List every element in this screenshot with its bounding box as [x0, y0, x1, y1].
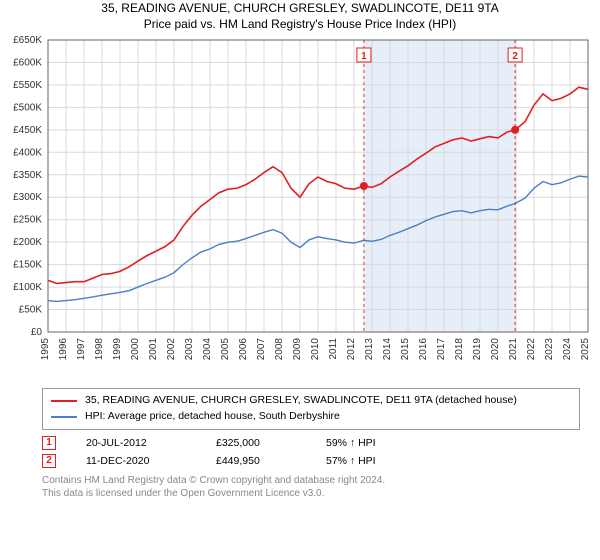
x-tick-label: 2005 — [220, 338, 231, 361]
x-tick-label: 2015 — [400, 338, 411, 361]
legend-row: HPI: Average price, detached house, Sout… — [51, 409, 571, 425]
x-tick-label: 2001 — [148, 338, 159, 361]
legend: 35, READING AVENUE, CHURCH GRESLEY, SWAD… — [42, 388, 580, 430]
y-tick-label: £250K — [13, 215, 42, 226]
legend-swatch — [51, 400, 77, 402]
y-tick-label: £350K — [13, 170, 42, 181]
x-tick-label: 2002 — [166, 338, 177, 361]
sale-price: £325,000 — [216, 437, 296, 449]
y-tick-label: £650K — [13, 35, 42, 46]
x-tick-label: 2017 — [436, 338, 447, 361]
x-tick-label: 2023 — [544, 338, 555, 361]
x-tick-label: 2018 — [454, 338, 465, 361]
footer-line-1: Contains HM Land Registry data © Crown c… — [42, 474, 580, 487]
title-line-2: Price paid vs. HM Land Registry's House … — [0, 16, 600, 32]
x-tick-label: 2003 — [184, 338, 195, 361]
y-tick-label: £50K — [19, 305, 43, 316]
legend-label: HPI: Average price, detached house, Sout… — [85, 409, 340, 425]
x-tick-label: 2008 — [274, 338, 285, 361]
x-tick-label: 1999 — [112, 338, 123, 361]
chart-svg: £0 £50K £100K £150K £200K £250K £300K £350K £400… — [0, 32, 600, 382]
footer-line-2: This data is licensed under the Open Gov… — [42, 487, 580, 500]
y-tick-label: £300K — [13, 193, 42, 204]
sales-row: 2 11-DEC-2020 £449,950 57% ↑ HPI — [42, 452, 580, 470]
x-tick-label: 1997 — [76, 338, 87, 361]
y-tick-label: £150K — [13, 260, 42, 271]
x-tick-label: 2012 — [346, 338, 357, 361]
legend-label: 35, READING AVENUE, CHURCH GRESLEY, SWAD… — [85, 393, 517, 409]
y-tick-label: £600K — [13, 58, 42, 69]
x-tick-label: 2019 — [472, 338, 483, 361]
x-tick-label: 2010 — [310, 338, 321, 361]
x-tick-label: 1996 — [58, 338, 69, 361]
y-tick-label: £0 — [31, 327, 43, 338]
sale-dot — [360, 182, 368, 190]
x-tick-label: 2007 — [256, 338, 267, 361]
sales-table: 1 20-JUL-2012 £325,000 59% ↑ HPI 2 11-DEC-202… — [42, 434, 580, 470]
y-tick-label: £450K — [13, 125, 42, 136]
sale-date: 20-JUL-2012 — [86, 437, 186, 449]
sale-marker: 1 — [42, 436, 56, 450]
x-tick-label: 2006 — [238, 338, 249, 361]
x-tick-label: 2009 — [292, 338, 303, 361]
footer-note: Contains HM Land Registry data © Crown c… — [42, 474, 580, 500]
sale-marker: 2 — [42, 454, 56, 468]
x-tick-label: 2011 — [328, 338, 339, 360]
x-tick-label: 1998 — [94, 338, 105, 361]
x-tick-label: 2022 — [526, 338, 537, 361]
sale-diff: 57% ↑ HPI — [326, 455, 376, 467]
y-tick-label: £400K — [13, 148, 42, 159]
x-tick-label: 2013 — [364, 338, 375, 361]
y-tick-label: £200K — [13, 238, 42, 249]
legend-swatch — [51, 416, 77, 418]
sale-flag-label: 2 — [512, 51, 518, 62]
x-tick-label: 2004 — [202, 338, 213, 361]
y-tick-label: £100K — [13, 282, 42, 293]
x-tick-label: 2025 — [580, 338, 591, 361]
legend-row: 35, READING AVENUE, CHURCH GRESLEY, SWAD… — [51, 393, 571, 409]
price-chart: £0 £50K £100K £150K £200K £250K £300K £350K £400… — [0, 32, 600, 382]
x-tick-label: 2016 — [418, 338, 429, 361]
x-tick-label: 2024 — [562, 338, 573, 361]
sale-flag-label: 1 — [361, 51, 367, 62]
title-line-1: 35, READING AVENUE, CHURCH GRESLEY, SWAD… — [0, 0, 600, 16]
x-tick-label: 2021 — [508, 338, 519, 361]
y-tick-label: £550K — [13, 80, 42, 91]
x-tick-label: 2020 — [490, 338, 501, 361]
x-tick-label: 2014 — [382, 338, 393, 361]
y-tick-label: £500K — [13, 103, 42, 114]
sale-dot — [511, 126, 519, 134]
sale-diff: 59% ↑ HPI — [326, 437, 376, 449]
sales-row: 1 20-JUL-2012 £325,000 59% ↑ HPI — [42, 434, 580, 452]
sale-date: 11-DEC-2020 — [86, 455, 186, 467]
x-tick-label: 2000 — [130, 338, 141, 361]
sale-price: £449,950 — [216, 455, 296, 467]
x-tick-label: 1995 — [40, 338, 51, 361]
